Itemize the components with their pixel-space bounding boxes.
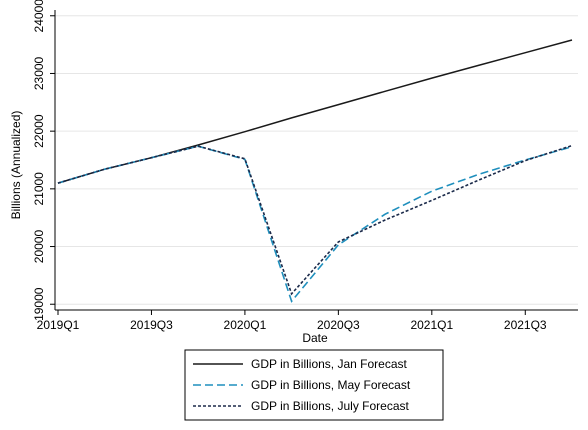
x-tick-label-2019Q1: 2019Q1	[37, 318, 80, 332]
series-line-2	[57, 145, 573, 303]
plot-area	[55, 15, 578, 305]
series-line-3	[57, 144, 573, 296]
legend-label-2: GDP in Billions, May Forecast	[251, 378, 411, 392]
x-axis: 2019Q1 2019Q3 2020Q1 2020Q3 2021Q1 2021Q3	[37, 309, 578, 332]
y-tick-label-22000: 22000	[32, 114, 46, 148]
y-tick-label-24000: 24000	[32, 0, 46, 32]
y-tick-label-19000: 19000	[32, 287, 46, 321]
y-tick-label-20000: 20000	[32, 230, 46, 264]
x-tick-label-2020Q3: 2020Q3	[317, 318, 360, 332]
y-tick-label-21000: 21000	[32, 172, 46, 206]
x-tick-label-2021Q3: 2021Q3	[504, 318, 547, 332]
series-layer	[57, 39, 573, 303]
legend-label-1: GDP in Billions, Jan Forecast	[251, 357, 408, 371]
y-axis: 19000 20000 21000 22000 23000 24000	[32, 0, 56, 321]
y-tick-label-23000: 23000	[32, 56, 46, 90]
x-tick-label-2019Q3: 2019Q3	[130, 318, 173, 332]
x-axis-title: Date	[302, 331, 328, 345]
legend-label-3: GDP in Billions, July Forecast	[251, 399, 410, 413]
x-tick-label-2020Q1: 2020Q1	[224, 318, 267, 332]
y-axis-title: Billions (Annualized)	[9, 111, 23, 220]
x-tick-label-2021Q1: 2021Q1	[410, 318, 453, 332]
legend-box	[184, 349, 444, 421]
legend: GDP in Billions, Jan Forecast GDP in Bill…	[184, 349, 444, 421]
